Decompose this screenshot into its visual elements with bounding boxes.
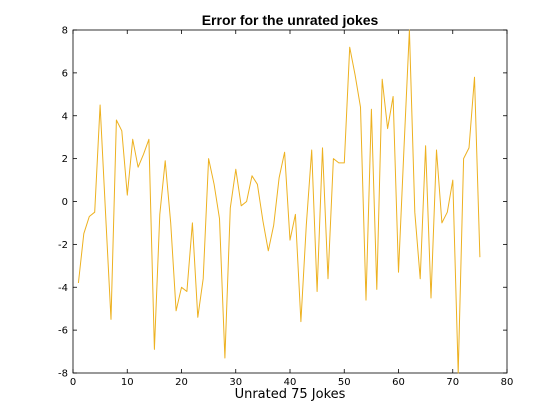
axes-box [73,30,507,373]
x-tick-label: 70 [446,377,459,388]
chart-title: Error for the unrated jokes [202,12,379,28]
x-tick-label: 10 [121,377,134,388]
y-tick-label: 0 [62,197,68,208]
x-tick-label: 60 [392,377,405,388]
series-line [78,30,480,373]
y-tick-label: 4 [62,111,68,122]
y-tick-label: -2 [58,240,68,251]
y-tick-label: -8 [58,369,68,380]
y-tick-label: 2 [62,154,68,165]
y-tick-label: 6 [62,68,68,79]
y-tick-label: 8 [62,26,68,37]
x-tick-label: 20 [175,377,188,388]
y-tick-label: -6 [58,326,68,337]
x-tick-label: 80 [501,377,514,388]
y-tick-label: -4 [58,283,68,294]
x-axis-label: Unrated 75 Jokes [235,387,346,402]
x-tick-label: 0 [70,377,76,388]
